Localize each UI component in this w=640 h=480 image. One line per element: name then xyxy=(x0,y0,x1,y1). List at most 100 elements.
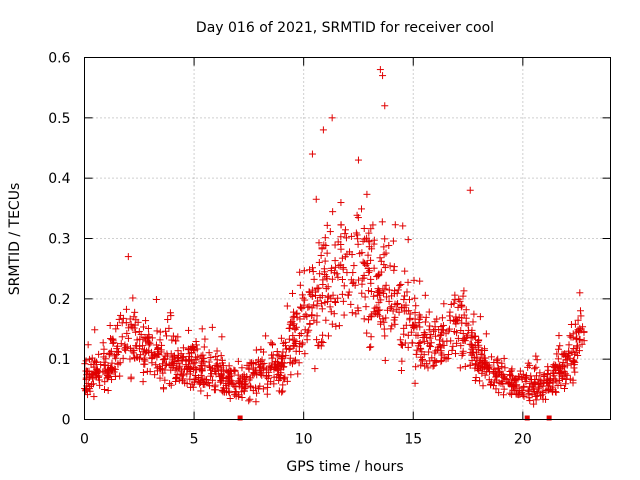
data-point xyxy=(130,347,138,355)
data-point xyxy=(404,278,412,286)
data-point xyxy=(247,374,255,382)
data-point xyxy=(479,382,487,390)
data-point xyxy=(340,282,348,290)
data-point xyxy=(367,343,375,351)
data-point xyxy=(483,361,491,369)
data-point xyxy=(257,370,265,378)
data-point xyxy=(270,366,278,374)
data-point xyxy=(421,318,429,326)
data-point xyxy=(281,373,289,381)
data-point xyxy=(314,297,322,305)
data-point xyxy=(108,366,116,374)
data-point xyxy=(211,367,219,375)
data-point xyxy=(524,363,532,371)
data-point xyxy=(367,225,375,233)
data-point xyxy=(295,332,303,340)
data-point xyxy=(449,342,457,350)
data-point xyxy=(437,323,445,331)
data-point xyxy=(381,264,389,272)
data-point xyxy=(163,332,171,340)
data-point xyxy=(263,390,271,398)
data-point xyxy=(530,365,538,373)
data-point xyxy=(177,350,185,358)
data-point xyxy=(270,380,278,388)
data-point xyxy=(289,289,297,297)
data-point xyxy=(115,315,123,323)
data-point xyxy=(162,361,170,369)
data-point xyxy=(161,376,169,384)
data-point xyxy=(383,293,391,301)
data-point xyxy=(110,365,118,373)
data-point xyxy=(410,276,418,284)
data-point xyxy=(296,281,304,289)
data-point xyxy=(453,339,461,347)
data-point xyxy=(211,383,219,391)
data-point xyxy=(438,351,446,359)
data-point xyxy=(453,329,461,337)
data-point xyxy=(115,348,123,356)
data-point xyxy=(468,326,476,334)
data-point xyxy=(106,321,114,329)
data-point xyxy=(487,378,495,386)
data-point xyxy=(173,371,181,379)
data-point xyxy=(554,345,562,353)
data-point xyxy=(532,363,540,371)
data-point xyxy=(92,367,100,375)
data-point xyxy=(118,319,126,327)
data-point xyxy=(85,371,93,379)
data-point xyxy=(365,238,373,246)
data-point xyxy=(349,269,357,277)
data-point xyxy=(406,296,414,304)
data-point xyxy=(302,311,310,319)
data-point xyxy=(525,394,533,402)
data-point xyxy=(385,242,393,250)
data-point xyxy=(480,345,488,353)
data-point xyxy=(338,275,346,283)
data-point xyxy=(354,240,362,248)
data-point xyxy=(398,357,406,365)
data-point xyxy=(579,323,587,331)
data-point xyxy=(398,304,406,312)
data-point xyxy=(332,299,340,307)
data-point xyxy=(576,289,584,297)
data-point xyxy=(347,232,355,240)
data-point xyxy=(143,367,151,375)
data-point xyxy=(187,383,195,391)
data-point xyxy=(173,360,181,368)
data-point xyxy=(375,271,383,279)
data-point xyxy=(350,262,358,270)
data-point xyxy=(165,324,173,332)
data-point xyxy=(95,350,103,358)
data-point xyxy=(274,366,282,374)
x-tick-label: 15 xyxy=(404,432,422,448)
data-point xyxy=(145,349,153,357)
data-point xyxy=(114,360,122,368)
data-point xyxy=(540,373,548,381)
data-point xyxy=(308,304,316,312)
data-point xyxy=(290,320,298,328)
data-point xyxy=(172,374,180,382)
data-point xyxy=(108,376,116,384)
data-point xyxy=(404,331,412,339)
data-point xyxy=(156,365,164,373)
data-point xyxy=(111,352,119,360)
data-point xyxy=(132,328,140,336)
data-point xyxy=(560,350,568,358)
data-point xyxy=(301,296,309,304)
y-tick-label: 0.3 xyxy=(48,232,70,248)
data-point xyxy=(282,352,290,360)
data-point xyxy=(139,378,147,386)
data-point xyxy=(93,369,101,377)
data-point xyxy=(132,342,140,350)
data-point xyxy=(242,376,250,384)
data-point xyxy=(232,383,240,391)
data-point xyxy=(379,72,387,80)
data-point xyxy=(381,102,389,110)
data-point xyxy=(153,327,161,335)
data-point xyxy=(555,332,563,340)
data-point xyxy=(380,243,388,251)
data-point xyxy=(290,308,298,316)
data-point xyxy=(369,221,377,229)
data-point xyxy=(84,380,92,388)
data-point xyxy=(290,336,298,344)
